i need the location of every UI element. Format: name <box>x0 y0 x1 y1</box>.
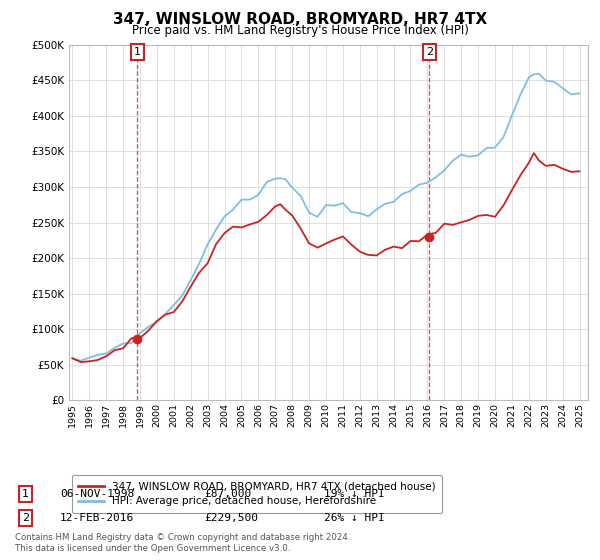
Text: Contains HM Land Registry data © Crown copyright and database right 2024.
This d: Contains HM Land Registry data © Crown c… <box>15 533 350 553</box>
Text: 347, WINSLOW ROAD, BROMYARD, HR7 4TX: 347, WINSLOW ROAD, BROMYARD, HR7 4TX <box>113 12 487 27</box>
Text: 2: 2 <box>426 47 433 57</box>
Text: 1: 1 <box>22 489 29 499</box>
Text: £87,000: £87,000 <box>204 489 251 499</box>
Text: 06-NOV-1998: 06-NOV-1998 <box>60 489 134 499</box>
Text: 1: 1 <box>134 47 141 57</box>
Legend: 347, WINSLOW ROAD, BROMYARD, HR7 4TX (detached house), HPI: Average price, detac: 347, WINSLOW ROAD, BROMYARD, HR7 4TX (de… <box>71 475 442 512</box>
Text: 12-FEB-2016: 12-FEB-2016 <box>60 513 134 523</box>
Text: Price paid vs. HM Land Registry's House Price Index (HPI): Price paid vs. HM Land Registry's House … <box>131 24 469 37</box>
Text: 19% ↓ HPI: 19% ↓ HPI <box>324 489 385 499</box>
Text: 26% ↓ HPI: 26% ↓ HPI <box>324 513 385 523</box>
Text: 2: 2 <box>22 513 29 523</box>
Text: £229,500: £229,500 <box>204 513 258 523</box>
